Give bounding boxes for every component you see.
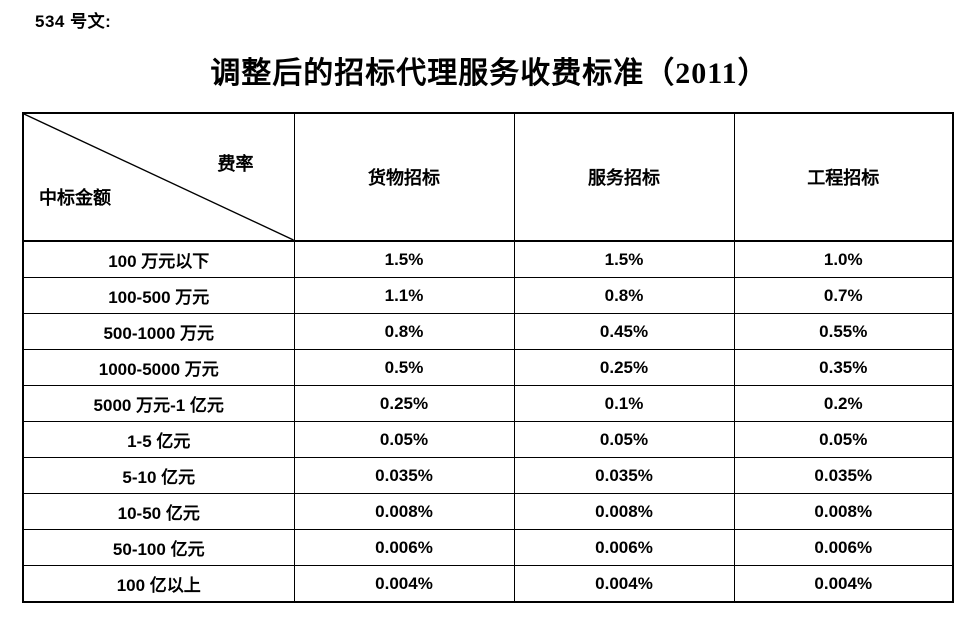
corner-bid-amount-label: 中标金额 — [39, 188, 111, 208]
fee-value: 1.0% — [733, 240, 954, 278]
row-label: 500-1000 万元 — [22, 313, 295, 350]
row-label: 100-500 万元 — [22, 277, 295, 314]
fee-value: 0.006% — [513, 529, 735, 566]
fee-value: 0.8% — [513, 277, 735, 314]
fee-value: 0.006% — [733, 529, 954, 566]
fee-value: 0.004% — [513, 565, 735, 603]
fee-rate-table: 费率 中标金额 货物招标 服务招标 工程招标 100 万元以下 1.5% 1.5… — [22, 112, 954, 603]
fee-value: 0.25% — [293, 385, 515, 422]
fee-value: 0.55% — [733, 313, 954, 350]
table-row: 100-500 万元 1.1% 0.8% 0.7% — [22, 277, 954, 314]
doc-number-label: 534 号文: — [35, 12, 112, 31]
page-title: 调整后的招标代理服务收费标准（2011） — [210, 57, 769, 90]
table-row: 5-10 亿元 0.035% 0.035% 0.035% — [22, 457, 954, 494]
fee-value: 0.05% — [733, 421, 954, 458]
row-label: 1-5 亿元 — [22, 421, 295, 458]
corner-header-cell: 费率 中标金额 — [22, 112, 295, 242]
table-row: 1000-5000 万元 0.5% 0.25% 0.35% — [22, 349, 954, 386]
fee-value: 0.1% — [513, 385, 735, 422]
fee-value: 0.006% — [293, 529, 515, 566]
fee-value: 0.035% — [293, 457, 515, 494]
fee-value: 0.7% — [733, 277, 954, 314]
column-header-goods: 货物招标 — [293, 112, 515, 242]
fee-value: 0.05% — [293, 421, 515, 458]
table-row: 50-100 亿元 0.006% 0.006% 0.006% — [22, 529, 954, 566]
fee-value: 0.004% — [733, 565, 954, 603]
fee-value: 1.5% — [513, 240, 735, 278]
table-row: 100 亿以上 0.004% 0.004% 0.004% — [22, 565, 954, 603]
column-header-services: 服务招标 — [513, 112, 735, 242]
fee-value: 0.25% — [513, 349, 735, 386]
row-label: 5000 万元-1 亿元 — [22, 385, 295, 422]
table-row: 1-5 亿元 0.05% 0.05% 0.05% — [22, 421, 954, 458]
fee-value: 1.1% — [293, 277, 515, 314]
corner-fee-rate-label: 费率 — [217, 154, 254, 174]
fee-value: 0.008% — [513, 493, 735, 530]
fee-value: 0.35% — [733, 349, 954, 386]
fee-value: 0.008% — [733, 493, 954, 530]
fee-value: 0.5% — [293, 349, 515, 386]
fee-value: 0.004% — [293, 565, 515, 603]
row-label: 100 亿以上 — [22, 565, 295, 603]
fee-value: 0.45% — [513, 313, 735, 350]
header-row: 费率 中标金额 货物招标 服务招标 工程招标 — [22, 112, 954, 242]
fee-value: 0.8% — [293, 313, 515, 350]
fee-value: 1.5% — [293, 240, 515, 278]
fee-value: 0.035% — [513, 457, 735, 494]
table-row: 100 万元以下 1.5% 1.5% 1.0% — [22, 240, 954, 278]
column-header-engineering: 工程招标 — [733, 112, 954, 242]
row-label: 100 万元以下 — [22, 240, 295, 278]
row-label: 50-100 亿元 — [22, 529, 295, 566]
fee-value: 0.05% — [513, 421, 735, 458]
diagonal-divider-line — [24, 114, 294, 240]
row-label: 1000-5000 万元 — [22, 349, 295, 386]
table-row: 10-50 亿元 0.008% 0.008% 0.008% — [22, 493, 954, 530]
fee-value: 0.035% — [733, 457, 954, 494]
fee-value: 0.2% — [733, 385, 954, 422]
row-label: 5-10 亿元 — [22, 457, 295, 494]
table-row: 5000 万元-1 亿元 0.25% 0.1% 0.2% — [22, 385, 954, 422]
fee-value: 0.008% — [293, 493, 515, 530]
row-label: 10-50 亿元 — [22, 493, 295, 530]
table-row: 500-1000 万元 0.8% 0.45% 0.55% — [22, 313, 954, 350]
